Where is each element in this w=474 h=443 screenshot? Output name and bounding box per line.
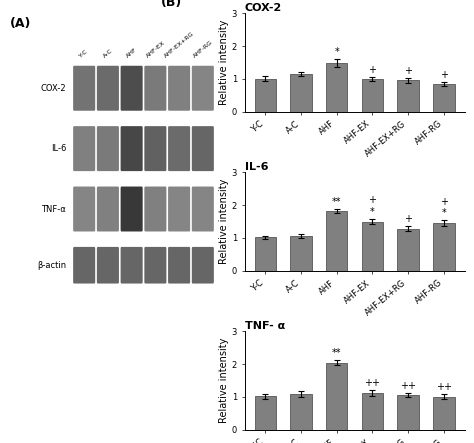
FancyBboxPatch shape <box>120 187 143 232</box>
Y-axis label: Relative intensity: Relative intensity <box>219 19 229 105</box>
Bar <box>362 79 383 112</box>
FancyBboxPatch shape <box>73 66 95 111</box>
FancyBboxPatch shape <box>120 126 143 171</box>
FancyBboxPatch shape <box>168 187 190 232</box>
FancyBboxPatch shape <box>120 247 143 284</box>
Bar <box>326 363 347 430</box>
FancyBboxPatch shape <box>192 187 214 232</box>
Text: ++: ++ <box>436 382 452 392</box>
FancyBboxPatch shape <box>120 66 143 111</box>
FancyBboxPatch shape <box>168 126 190 171</box>
Bar <box>291 236 312 271</box>
Text: AHF-RG: AHF-RG <box>192 40 214 59</box>
FancyBboxPatch shape <box>192 126 214 171</box>
FancyBboxPatch shape <box>73 126 95 171</box>
FancyBboxPatch shape <box>168 247 190 284</box>
Text: COX-2: COX-2 <box>40 84 66 93</box>
Text: *: * <box>334 47 339 58</box>
Text: ++: ++ <box>400 381 416 392</box>
Y-axis label: Relative intensity: Relative intensity <box>219 179 229 264</box>
Bar <box>255 237 276 271</box>
Bar <box>326 63 347 112</box>
Text: AHF: AHF <box>125 47 138 59</box>
Bar <box>326 211 347 271</box>
FancyBboxPatch shape <box>97 66 119 111</box>
Bar <box>255 79 276 112</box>
FancyBboxPatch shape <box>97 126 119 171</box>
Bar <box>362 392 383 430</box>
FancyBboxPatch shape <box>73 247 95 284</box>
Text: **: ** <box>332 348 341 358</box>
Bar <box>291 394 312 430</box>
Text: TNF- α: TNF- α <box>245 321 285 331</box>
FancyBboxPatch shape <box>73 187 95 232</box>
Text: **: ** <box>332 197 341 207</box>
FancyBboxPatch shape <box>145 247 166 284</box>
Text: β-actin: β-actin <box>37 261 66 270</box>
Text: +: + <box>368 66 376 75</box>
Text: Y-C: Y-C <box>79 49 90 59</box>
FancyBboxPatch shape <box>168 66 190 111</box>
Bar <box>433 84 455 112</box>
Text: COX-2: COX-2 <box>245 3 282 12</box>
FancyBboxPatch shape <box>97 187 119 232</box>
Text: +
*: + * <box>368 195 376 217</box>
Bar <box>255 396 276 430</box>
Y-axis label: Relative intensity: Relative intensity <box>219 338 229 424</box>
FancyBboxPatch shape <box>145 126 166 171</box>
Text: TNF-α: TNF-α <box>41 205 66 214</box>
Text: +: + <box>404 214 412 225</box>
Text: ++: ++ <box>365 378 381 388</box>
Text: +: + <box>440 70 448 80</box>
Bar <box>397 80 419 112</box>
FancyBboxPatch shape <box>145 187 166 232</box>
Text: IL-6: IL-6 <box>245 162 268 171</box>
FancyBboxPatch shape <box>192 247 214 284</box>
FancyBboxPatch shape <box>192 66 214 111</box>
FancyBboxPatch shape <box>145 66 166 111</box>
Text: AHF-EX: AHF-EX <box>145 40 166 59</box>
Text: (B): (B) <box>161 0 182 8</box>
Bar <box>362 222 383 271</box>
Bar <box>397 395 419 430</box>
Bar <box>397 229 419 271</box>
Text: A-C: A-C <box>102 48 114 59</box>
FancyBboxPatch shape <box>97 247 119 284</box>
Text: AHF-EX+RG: AHF-EX+RG <box>163 31 195 59</box>
Bar <box>433 223 455 271</box>
Text: (A): (A) <box>9 17 31 31</box>
Text: +
*: + * <box>440 197 448 218</box>
Text: +: + <box>404 66 412 76</box>
Bar <box>291 74 312 112</box>
Text: IL-6: IL-6 <box>51 144 66 153</box>
Bar <box>433 396 455 430</box>
